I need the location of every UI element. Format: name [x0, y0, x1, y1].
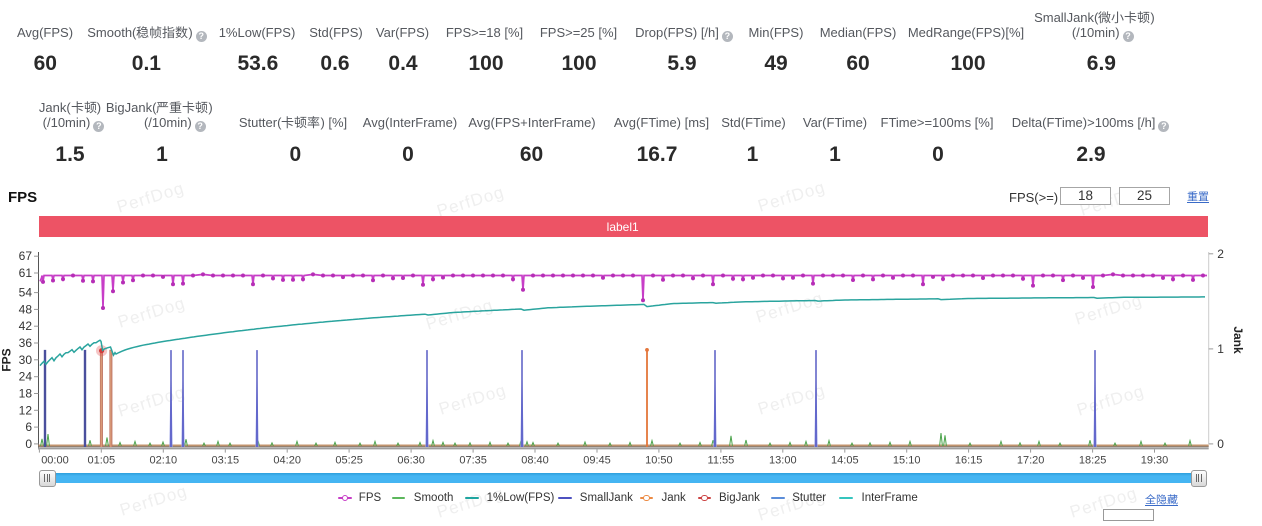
svg-text:12: 12 — [19, 403, 33, 417]
svg-text:Jank: Jank — [1231, 326, 1245, 354]
svg-text:54: 54 — [19, 286, 33, 300]
svg-text:42: 42 — [19, 319, 33, 333]
svg-text:05:25: 05:25 — [335, 454, 363, 466]
svg-text:6: 6 — [25, 420, 32, 434]
svg-text:17:20: 17:20 — [1017, 454, 1045, 466]
svg-text:10:50: 10:50 — [645, 454, 673, 466]
svg-text:18: 18 — [19, 387, 33, 401]
svg-text:2: 2 — [1217, 247, 1224, 261]
svg-text:FPS: FPS — [0, 348, 14, 371]
svg-text:24: 24 — [19, 370, 33, 384]
svg-text:04:20: 04:20 — [273, 454, 301, 466]
svg-text:07:35: 07:35 — [459, 454, 487, 466]
svg-text:48: 48 — [19, 302, 33, 316]
svg-text:1: 1 — [1217, 342, 1224, 356]
svg-text:36: 36 — [19, 336, 33, 350]
svg-text:08:40: 08:40 — [521, 454, 549, 466]
svg-text:06:30: 06:30 — [397, 454, 425, 466]
svg-text:61: 61 — [19, 266, 33, 280]
svg-text:01:05: 01:05 — [88, 454, 116, 466]
svg-text:13:00: 13:00 — [769, 454, 797, 466]
svg-text:03:15: 03:15 — [212, 454, 240, 466]
svg-text:0: 0 — [25, 437, 32, 451]
svg-text:14:05: 14:05 — [831, 454, 859, 466]
svg-text:67: 67 — [19, 249, 33, 263]
svg-text:0: 0 — [1217, 437, 1224, 451]
svg-text:19:30: 19:30 — [1141, 454, 1169, 466]
svg-text:15:10: 15:10 — [893, 454, 921, 466]
svg-text:00:00: 00:00 — [41, 454, 69, 466]
svg-text:18:25: 18:25 — [1079, 454, 1107, 466]
svg-text:16:15: 16:15 — [955, 454, 983, 466]
svg-text:09:45: 09:45 — [583, 454, 611, 466]
svg-text:02:10: 02:10 — [150, 454, 178, 466]
svg-text:11:55: 11:55 — [708, 454, 735, 466]
svg-text:30: 30 — [19, 353, 33, 367]
